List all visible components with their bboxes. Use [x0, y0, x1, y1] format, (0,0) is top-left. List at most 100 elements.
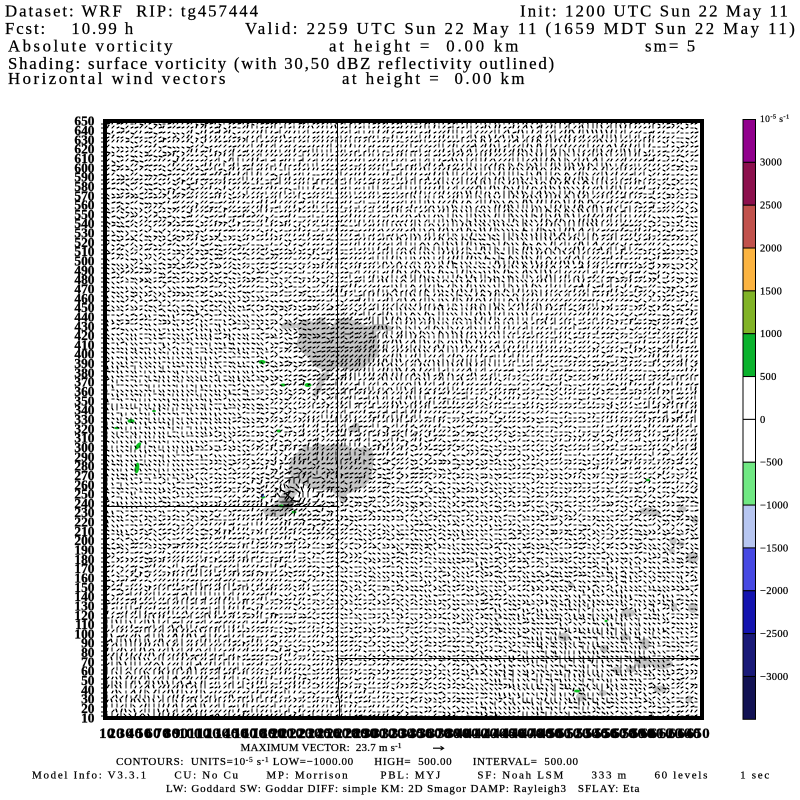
svg-text:480: 480: [529, 725, 553, 742]
svg-text:320: 320: [382, 725, 406, 742]
svg-text:360: 360: [419, 725, 443, 742]
svg-text:300: 300: [74, 440, 94, 455]
svg-text:350: 350: [409, 725, 433, 742]
svg-text:520: 520: [74, 235, 94, 250]
svg-text:30: 30: [118, 725, 134, 742]
svg-text:30: 30: [81, 692, 95, 707]
svg-text:MAXIMUM VECTOR: 23.7 m s-1: MAXIMUM VECTOR: 23.7 m s-1: [241, 741, 402, 754]
svg-text:1500: 1500: [760, 286, 782, 297]
svg-text:120: 120: [74, 608, 94, 623]
svg-text:10: 10: [81, 710, 95, 725]
svg-text:Absolute vorticity: Absolute vorticity: [8, 37, 175, 56]
svg-text:470: 470: [74, 282, 94, 297]
svg-text:−2000: −2000: [760, 586, 788, 597]
svg-text:220: 220: [289, 725, 313, 742]
svg-text:460: 460: [511, 725, 535, 742]
svg-text:490: 490: [74, 263, 94, 278]
svg-text:390: 390: [446, 725, 470, 742]
svg-text:580: 580: [74, 179, 94, 194]
svg-text:630: 630: [74, 132, 94, 147]
svg-text:70: 70: [154, 725, 170, 742]
svg-text:280: 280: [345, 725, 369, 742]
svg-text:2500: 2500: [760, 201, 782, 212]
svg-text:440: 440: [492, 725, 516, 742]
svg-text:50: 50: [136, 725, 152, 742]
svg-text:620: 620: [74, 142, 94, 157]
svg-text:170: 170: [243, 725, 267, 742]
svg-text:100: 100: [178, 725, 202, 742]
svg-text:70: 70: [81, 654, 95, 669]
svg-text:430: 430: [74, 319, 94, 334]
svg-text:20: 20: [81, 701, 95, 716]
svg-text:430: 430: [483, 725, 507, 742]
svg-text:510: 510: [557, 725, 581, 742]
svg-text:20: 20: [108, 725, 124, 742]
svg-text:310: 310: [372, 725, 396, 742]
svg-text:150: 150: [74, 580, 94, 595]
svg-text:at height = 0.00 km: at height = 0.00 km: [329, 37, 521, 56]
svg-text:470: 470: [520, 725, 544, 742]
svg-text:590: 590: [74, 170, 94, 185]
svg-text:130: 130: [206, 725, 230, 742]
svg-text:50: 50: [81, 673, 95, 688]
svg-text:−1500: −1500: [760, 543, 788, 554]
svg-text:90: 90: [173, 725, 189, 742]
svg-text:210: 210: [74, 524, 94, 539]
svg-text:480: 480: [74, 272, 94, 287]
svg-text:130: 130: [74, 598, 94, 613]
svg-text:560: 560: [74, 198, 94, 213]
svg-text:420: 420: [474, 725, 498, 742]
svg-text:380: 380: [437, 725, 461, 742]
svg-text:90: 90: [81, 636, 95, 651]
svg-text:Valid: 2259 UTC Sun 22 May 11: Valid: 2259 UTC Sun 22 May 11 (1659 MDT …: [245, 19, 797, 38]
svg-text:Init: 1200 UTC Sun 22 May 11: Init: 1200 UTC Sun 22 May 11: [520, 1, 790, 20]
svg-text:230: 230: [74, 505, 94, 520]
svg-text:Fcst: 10.99 h: Fcst: 10.99 h: [5, 19, 135, 38]
svg-text:600: 600: [74, 160, 94, 175]
svg-text:530: 530: [576, 725, 600, 742]
svg-text:60: 60: [145, 725, 161, 742]
svg-text:500: 500: [74, 254, 94, 269]
svg-text:400: 400: [74, 347, 94, 362]
svg-text:400: 400: [456, 725, 480, 742]
svg-text:540: 540: [585, 725, 609, 742]
svg-text:10-5 s-1: 10-5 s-1: [760, 114, 790, 126]
svg-text:at height = 0.00 km: at height = 0.00 km: [342, 69, 527, 88]
svg-text:200: 200: [74, 533, 94, 548]
svg-text:Horizontal wind vectors: Horizontal wind vectors: [8, 69, 228, 88]
svg-text:600: 600: [640, 725, 664, 742]
svg-text:250: 250: [317, 725, 341, 742]
svg-text:60: 60: [81, 664, 95, 679]
svg-text:sm= 5: sm= 5: [645, 37, 697, 56]
svg-text:180: 180: [252, 725, 276, 742]
svg-text:170: 170: [74, 561, 94, 576]
svg-text:40: 40: [81, 682, 95, 697]
svg-text:240: 240: [308, 725, 332, 742]
svg-text:Model Info: V3.3.1 CU: No: Model Info: V3.3.1 CU: No Cu MP: Morriso…: [32, 770, 771, 782]
svg-text:140: 140: [74, 589, 94, 604]
svg-text:640: 640: [74, 123, 94, 138]
svg-text:260: 260: [74, 477, 94, 492]
svg-text:440: 440: [74, 310, 94, 325]
svg-text:500: 500: [760, 372, 777, 383]
svg-text:650: 650: [74, 114, 94, 129]
svg-text:140: 140: [215, 725, 239, 742]
svg-text:40: 40: [127, 725, 143, 742]
svg-text:−1000: −1000: [760, 501, 788, 512]
svg-text:630: 630: [668, 725, 692, 742]
svg-text:190: 190: [74, 543, 94, 558]
svg-text:370: 370: [74, 375, 94, 390]
svg-text:160: 160: [234, 725, 258, 742]
svg-text:450: 450: [502, 725, 526, 742]
svg-text:230: 230: [298, 725, 322, 742]
svg-text:410: 410: [74, 337, 94, 352]
svg-text:500: 500: [548, 725, 572, 742]
svg-text:LW: Goddard SW: Goddar DIFF: s: LW: Goddard SW: Goddar DIFF: simple KM: …: [166, 783, 640, 795]
svg-text:590: 590: [631, 725, 655, 742]
svg-text:310: 310: [74, 431, 94, 446]
svg-text:550: 550: [594, 725, 618, 742]
svg-text:580: 580: [622, 725, 646, 742]
svg-text:300: 300: [363, 725, 387, 742]
svg-text:330: 330: [74, 412, 94, 427]
svg-text:80: 80: [81, 645, 95, 660]
